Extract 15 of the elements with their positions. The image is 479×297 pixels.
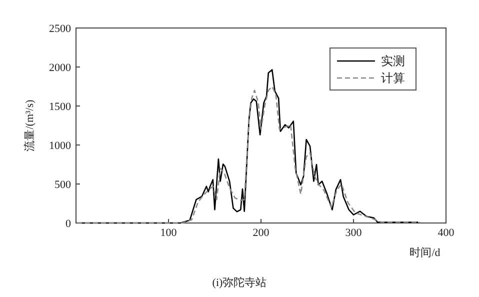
- y-tick-label: 500: [54, 179, 72, 191]
- y-tick-label: 2500: [49, 23, 72, 35]
- x-tick-label: 300: [345, 227, 362, 239]
- y-tick-label: 2000: [49, 62, 72, 74]
- y-axis-title: 流量/(m³/s): [23, 99, 36, 152]
- y-tick-label: 1000: [49, 140, 72, 152]
- x-tick-label: 200: [252, 227, 270, 239]
- legend-label: 实测: [381, 54, 405, 68]
- legend-label: 计算: [381, 71, 405, 85]
- y-tick-label: 0: [66, 218, 72, 230]
- x-tick-label: 100: [160, 227, 178, 239]
- y-tick-label: 1500: [49, 101, 72, 113]
- x-axis-title: 时间/d: [410, 246, 441, 259]
- text: (i)弥陀寺站: [212, 276, 267, 289]
- x-tick-label: 400: [438, 227, 455, 239]
